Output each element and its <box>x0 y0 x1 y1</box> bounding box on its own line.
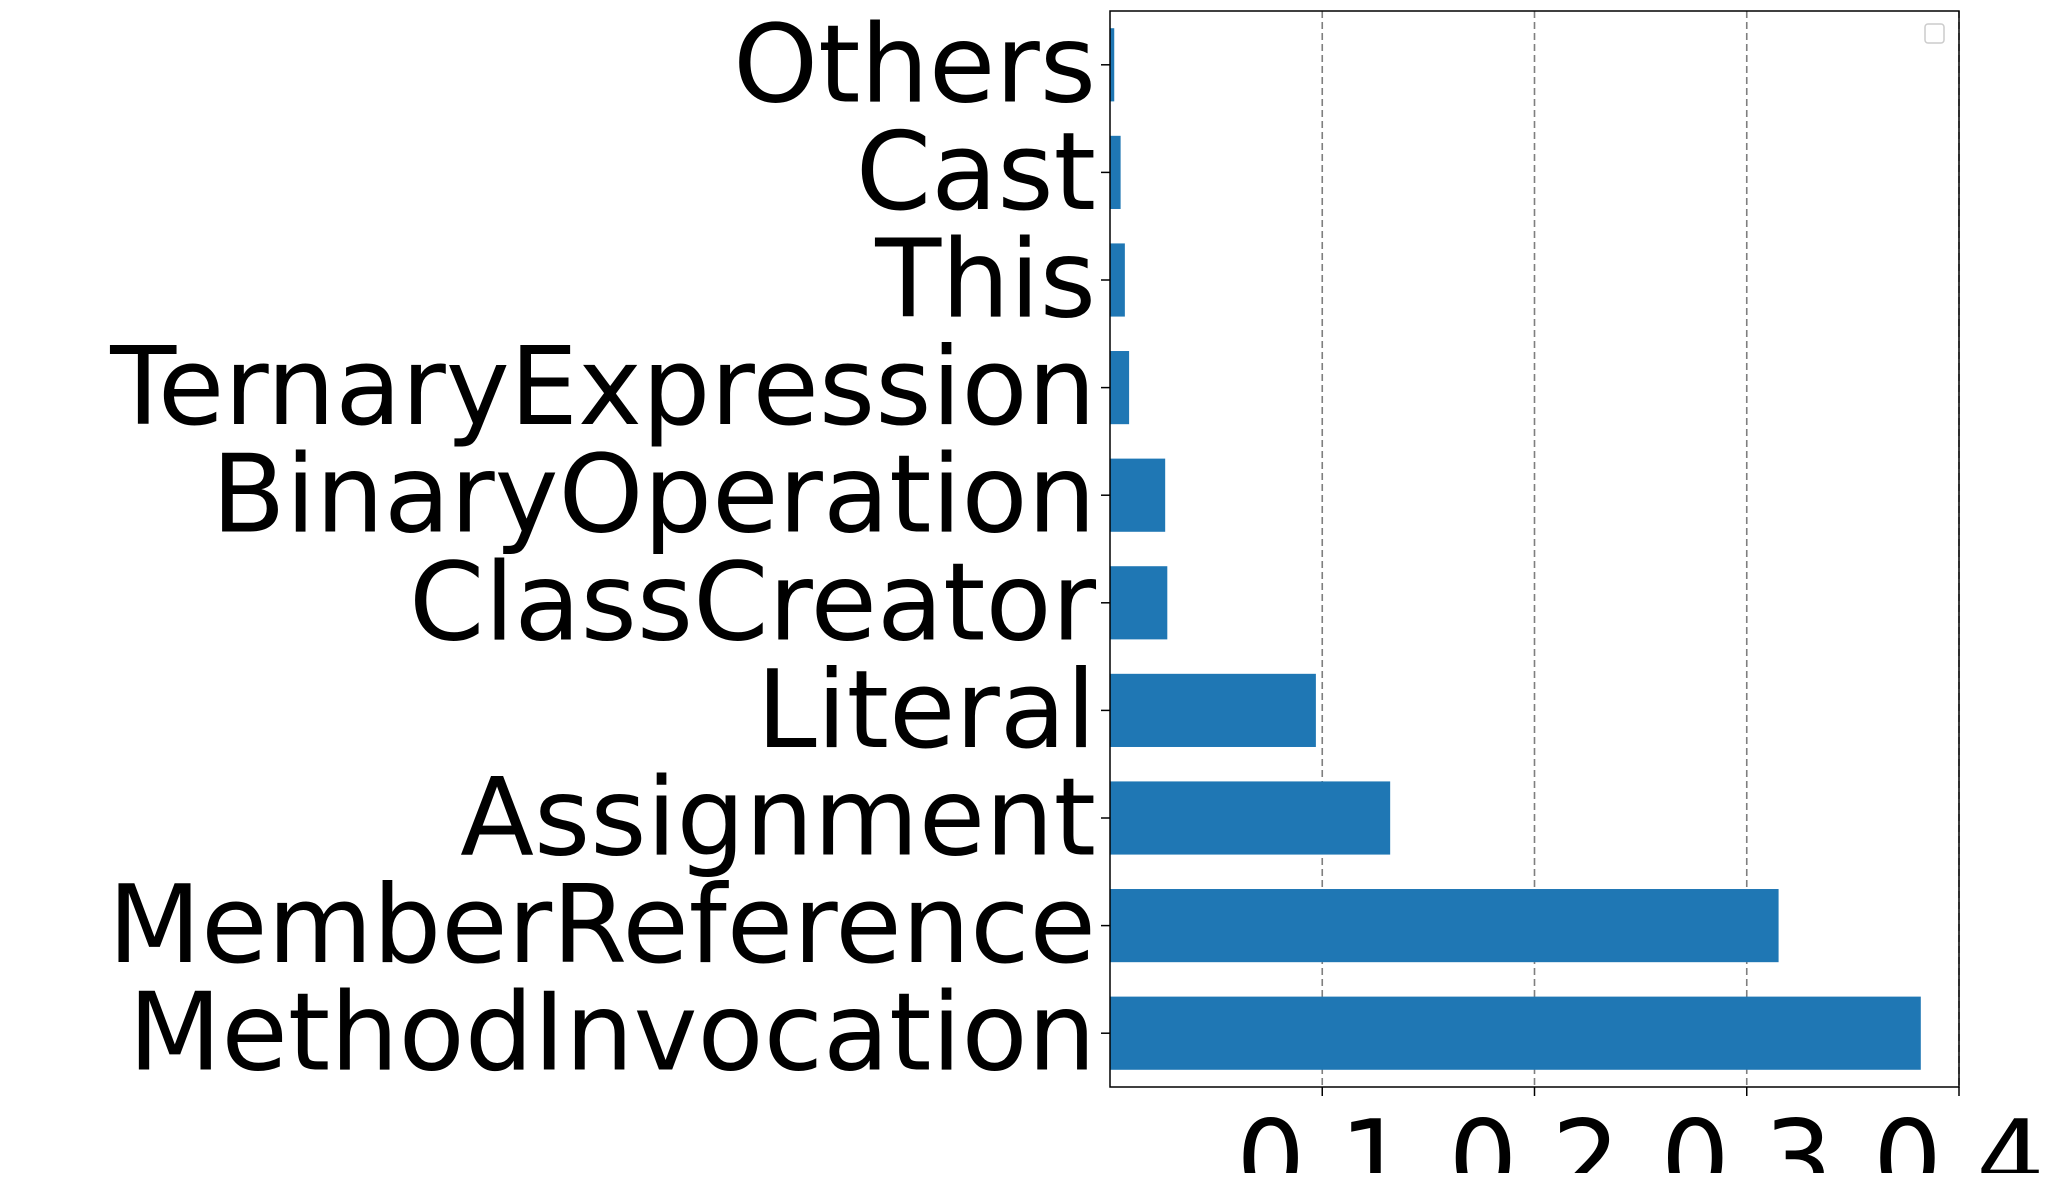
y-tick-label: Assignment <box>460 756 1096 881</box>
y-tick-label: Cast <box>856 110 1096 235</box>
y-tick-label: MethodInvocation <box>128 971 1096 1096</box>
legend-box <box>1924 23 1945 44</box>
bar <box>1110 889 1779 963</box>
y-axis-ticks: MethodInvocationMemberReferenceAssignmen… <box>108 2 1110 1096</box>
x-axis-ticks: 0.1 0.2 0.3 0.4 <box>1236 1087 2045 1177</box>
plot-frame <box>1109 10 1960 1088</box>
bar <box>1110 135 1121 209</box>
bar <box>1110 673 1316 747</box>
x-tick-label: 0.2 <box>1449 1098 1621 1173</box>
bars <box>1110 28 1921 1070</box>
y-tick-label: MemberReference <box>108 863 1096 988</box>
x-tick-label: 0.1 <box>1236 1098 1408 1173</box>
x-tick-label: 0.3 <box>1661 1098 1833 1173</box>
y-tick-label: Others <box>733 2 1096 127</box>
bar <box>1110 351 1130 425</box>
y-tick-label: ClassCreator <box>409 540 1097 665</box>
bar <box>1110 781 1391 855</box>
y-tick-label: This <box>874 218 1096 343</box>
y-tick-label: TernaryExpression <box>109 325 1096 450</box>
bar <box>1110 566 1168 640</box>
x-tick-label: 0.4 <box>1873 1098 2045 1173</box>
bar <box>1110 996 1921 1070</box>
bar <box>1110 243 1125 317</box>
y-tick-label: Literal <box>756 648 1096 773</box>
bar <box>1110 28 1115 102</box>
bar <box>1110 458 1166 532</box>
y-tick-label: BinaryOperation <box>211 433 1096 558</box>
